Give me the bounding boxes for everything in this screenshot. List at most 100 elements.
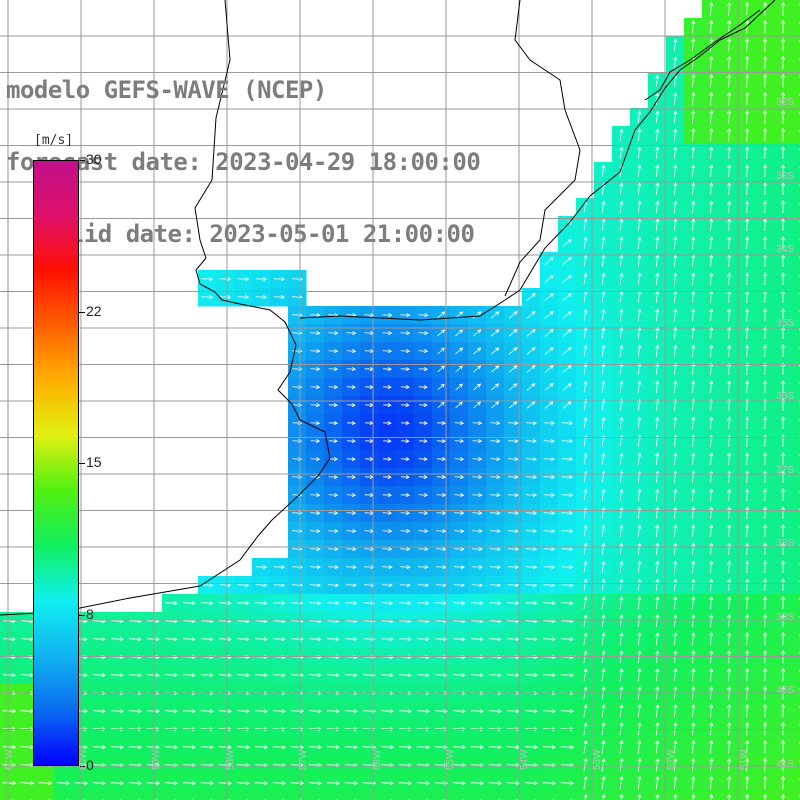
wind-cell [792, 144, 800, 163]
wind-arrow [745, 488, 750, 501]
wind-arrow [525, 529, 538, 534]
wind-arrow [709, 344, 714, 357]
wind-arrow [273, 565, 286, 570]
wind-arrow [709, 578, 714, 591]
wind-arrow [763, 55, 768, 70]
wind-arrow [637, 344, 642, 357]
wind-arrow [543, 547, 556, 552]
wind-arrow [435, 601, 448, 606]
wind-cell [792, 702, 800, 721]
wind-arrow [637, 470, 642, 483]
wind-arrow [308, 781, 323, 786]
wind-arrow [562, 328, 572, 337]
wind-arrow [237, 637, 250, 642]
wind-arrow [490, 511, 501, 516]
wind-arrow [110, 709, 124, 714]
wind-arrow [110, 781, 125, 786]
wind-arrow [601, 703, 606, 718]
wind-arrow [619, 308, 624, 321]
wind-arrow [691, 308, 696, 321]
wind-arrow [452, 745, 467, 750]
wind-cell [792, 756, 800, 775]
wind-arrow [128, 673, 142, 678]
wind-arrow [254, 709, 268, 714]
wind-arrow [709, 631, 714, 646]
wind-cell [792, 576, 800, 595]
wind-arrow [709, 775, 714, 790]
wind-arrow [164, 745, 179, 750]
wind-arrow [655, 506, 660, 519]
wind-arrow [437, 311, 446, 319]
wind-arrow [291, 637, 304, 642]
longitude-label: 58W [224, 749, 236, 770]
wind-arrow [601, 326, 606, 339]
wind-arrow [470, 709, 484, 714]
wind-cell [792, 234, 800, 253]
wind-arrow [781, 560, 786, 574]
wind-arrow [383, 457, 392, 462]
wind-arrow [310, 349, 321, 354]
wind-arrow [709, 703, 714, 718]
wind-arrow [655, 560, 660, 573]
wind-arrow [583, 793, 588, 800]
wind-arrow [382, 511, 393, 516]
wind-arrow [619, 560, 624, 573]
wind-arrow [526, 365, 536, 373]
wind-arrow [491, 347, 500, 355]
wind-arrow [346, 367, 357, 372]
wind-arrow [200, 673, 214, 678]
wind-arrow [237, 277, 250, 282]
wind-arrow [781, 739, 786, 754]
wind-arrow [691, 542, 696, 555]
wind-arrow [583, 614, 588, 628]
wind-arrow [583, 739, 588, 754]
wind-arrow [727, 344, 732, 357]
wind-arrow [709, 470, 714, 483]
wind-arrow [561, 601, 574, 606]
wind-arrow [399, 637, 412, 642]
wind-arrow [471, 547, 483, 552]
wind-arrow [400, 331, 411, 336]
wind-arrow [128, 709, 142, 714]
wind-arrow [619, 128, 624, 141]
wind-arrow [691, 560, 696, 573]
wind-arrow [709, 1, 714, 16]
latitude-label: 32S [776, 97, 794, 108]
wind-arrow [454, 439, 465, 444]
wind-arrow [507, 565, 520, 570]
wind-arrow [382, 331, 393, 336]
wind-arrow [454, 421, 465, 426]
wind-arrow [727, 91, 732, 106]
wind-cell [792, 432, 800, 451]
wind-cell [450, 792, 469, 800]
wind-arrow [727, 73, 732, 88]
wind-arrow [344, 781, 359, 786]
wind-arrow [727, 631, 732, 646]
wind-cell [792, 612, 800, 631]
wind-arrow [418, 493, 429, 498]
wind-arrow [745, 667, 750, 682]
wind-arrow [524, 745, 539, 750]
latitude-label: 33S [776, 170, 794, 182]
wind-arrow [727, 703, 732, 718]
wind-arrow [709, 218, 714, 231]
wind-cell [792, 738, 800, 757]
wind-arrow [727, 595, 732, 610]
wind-arrow [781, 775, 786, 790]
wind-arrow [673, 596, 678, 610]
wind-arrow [326, 745, 341, 750]
wind-arrow [673, 236, 678, 249]
wind-arrow [709, 200, 714, 213]
wind-arrow [455, 365, 464, 373]
wind-arrow [601, 775, 606, 790]
wind-arrow [328, 403, 339, 408]
wind-arrow [691, 506, 696, 519]
wind-cell [180, 792, 199, 800]
wind-cell [792, 522, 800, 541]
wind-arrow [435, 637, 448, 642]
wind-arrow [381, 601, 394, 606]
wind-arrow [525, 583, 538, 588]
wind-arrow [544, 310, 554, 319]
wind-arrow [655, 596, 660, 610]
wind-arrow [763, 793, 768, 800]
